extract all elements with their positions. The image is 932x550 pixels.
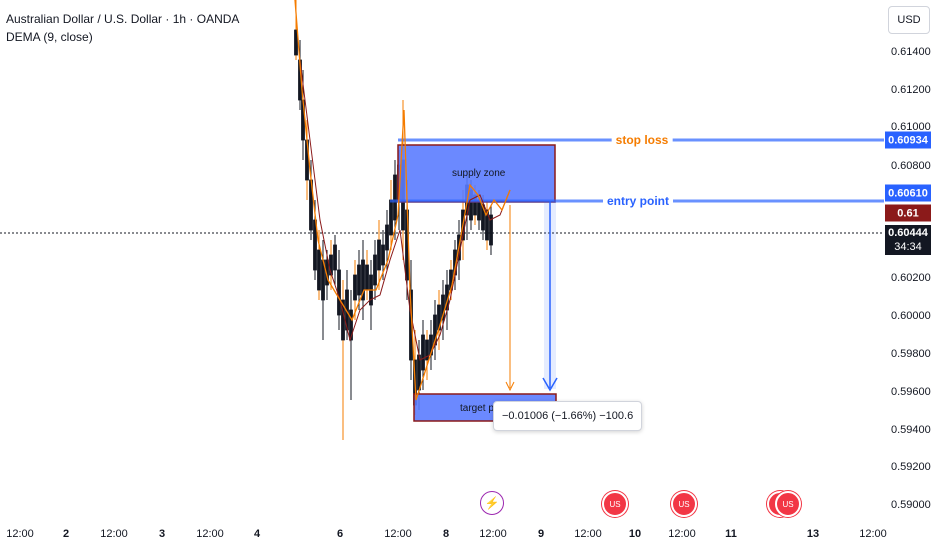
- time-tick: 10: [628, 528, 642, 540]
- stop-loss-price-tag: 0.60934: [885, 131, 931, 149]
- time-tick: 12:00: [384, 528, 412, 540]
- time-tick: 12:00: [859, 528, 887, 540]
- candle-body: [317, 249, 321, 291]
- price-tick: 0.61200: [891, 84, 931, 96]
- candle-body: [313, 219, 317, 271]
- symbol-title[interactable]: Australian Dollar / U.S. Dollar · 1h · O…: [6, 12, 240, 26]
- candle-body: [377, 239, 381, 271]
- last-price-value: 0.60444: [888, 227, 928, 239]
- earnings-flash-icon[interactable]: ⚡: [480, 491, 504, 515]
- time-tick: 12:00: [6, 528, 34, 540]
- dema-price-tag: 0.61: [885, 204, 931, 222]
- time-tick: 12:00: [100, 528, 128, 540]
- last-price-tag: 0.60444 34:34: [885, 225, 931, 255]
- entry-price-tag: 0.60610: [885, 184, 931, 202]
- chart-legend: Australian Dollar / U.S. Dollar · 1h · O…: [6, 10, 239, 46]
- price-tick: 0.60000: [891, 310, 931, 322]
- candle-body: [365, 264, 369, 291]
- price-tick: 0.61400: [891, 46, 931, 58]
- us-flag-event-icon[interactable]: US: [671, 491, 697, 517]
- time-tick: 13: [806, 528, 820, 540]
- stop-loss-label[interactable]: stop loss: [611, 133, 673, 147]
- indicator-label[interactable]: DEMA (9, close): [6, 30, 93, 44]
- candle-body: [389, 199, 393, 236]
- candle-body: [373, 254, 377, 286]
- time-tick: 11: [725, 528, 737, 540]
- candle-body: [441, 294, 445, 321]
- dema-line: [299, 59, 511, 361]
- time-tick: 12:00: [479, 528, 507, 540]
- us-flag-event-icon[interactable]: US: [602, 491, 628, 517]
- price-tick: 0.60800: [891, 160, 931, 172]
- time-tick: 12:00: [574, 528, 602, 540]
- price-tick: 0.59000: [891, 499, 931, 511]
- time-tick: 9: [537, 528, 545, 540]
- candle-body: [357, 264, 361, 296]
- price-tick: 0.59400: [891, 424, 931, 436]
- measure-tooltip: −0.01006 (−1.66%) −100.6: [493, 401, 643, 431]
- candle-body: [353, 274, 357, 301]
- candle-body: [385, 224, 389, 251]
- price-tick: 0.60200: [891, 272, 931, 284]
- time-tick: 4: [253, 528, 261, 540]
- candle-body: [425, 339, 429, 361]
- candle-body: [421, 334, 425, 371]
- measure-arrow-head: [542, 377, 558, 392]
- time-tick: 8: [442, 528, 450, 540]
- time-tick: 12:00: [196, 528, 224, 540]
- time-tick: 6: [336, 528, 344, 540]
- entry-point-label[interactable]: entry point: [603, 194, 673, 208]
- candle-body: [381, 244, 385, 266]
- us-flag-event-icon[interactable]: US: [775, 491, 801, 517]
- price-tick: 0.59800: [891, 348, 931, 360]
- time-tick: 12:00: [668, 528, 696, 540]
- candle-body: [361, 259, 365, 301]
- price-tick: 0.59600: [891, 386, 931, 398]
- candle-body: [489, 214, 493, 246]
- candle-body: [294, 29, 298, 56]
- currency-button[interactable]: USD: [888, 6, 930, 34]
- candles-group: [294, 0, 493, 440]
- projection-arrow-head: [505, 381, 515, 392]
- bar-countdown: 34:34: [894, 241, 922, 253]
- candle-body: [349, 309, 353, 341]
- candle-body: [333, 244, 337, 271]
- time-tick: 3: [158, 528, 166, 540]
- candle-body: [481, 204, 485, 231]
- price-line: [294, 0, 511, 401]
- price-tick: 0.61000: [891, 121, 931, 133]
- time-tick: 2: [62, 528, 70, 540]
- candle-body: [477, 199, 481, 221]
- candle-body: [393, 174, 397, 221]
- target-zone-label[interactable]: target p: [460, 403, 494, 414]
- price-tick: 0.59200: [891, 461, 931, 473]
- supply-zone-label[interactable]: supply zone: [452, 168, 506, 179]
- candle-body: [485, 209, 489, 241]
